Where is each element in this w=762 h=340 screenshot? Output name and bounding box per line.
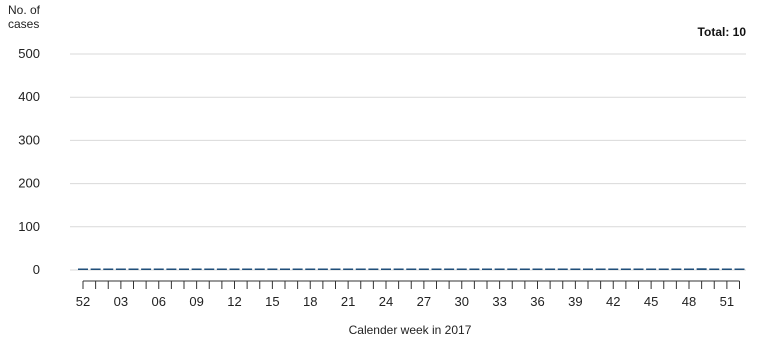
bar-week-27	[418, 268, 429, 270]
bar-week-39	[570, 268, 581, 270]
bar-week-33	[494, 268, 505, 270]
bar-week-24	[381, 268, 391, 270]
bar-week-02	[103, 268, 114, 270]
bar-week-23	[368, 268, 379, 270]
bar-week-44	[633, 268, 644, 270]
bar-week-29	[444, 268, 455, 270]
bar-week-31	[469, 268, 480, 270]
bar-week-18	[305, 268, 316, 270]
bar-week-05	[141, 268, 152, 270]
bar-week-35	[519, 268, 530, 270]
bar-week-34	[507, 268, 518, 270]
bar-week-06	[153, 268, 164, 270]
x-tick-label: 03	[114, 294, 128, 309]
bar-week-20	[330, 268, 341, 270]
bar-week-28	[431, 268, 442, 270]
bar-week-08	[179, 268, 189, 270]
bar-week-42	[608, 268, 619, 270]
bar-week-48	[684, 268, 694, 270]
total-label: Total: 10	[698, 25, 747, 39]
bar-week-38	[557, 268, 568, 270]
y-axis-title-line-2: cases	[8, 17, 39, 31]
bar-week-19	[317, 268, 328, 270]
bar-week-51	[721, 268, 732, 270]
bar-week-50	[709, 268, 720, 270]
bar-week-43	[620, 268, 631, 270]
bar-week-52	[78, 268, 88, 270]
x-tick-label: 51	[720, 294, 734, 309]
bar-week-37	[545, 268, 556, 270]
bar-week-13	[242, 268, 253, 270]
bar-week-16	[280, 268, 290, 270]
bar-week-41	[595, 268, 606, 270]
bar-week-46	[658, 268, 669, 270]
x-tick-label: 21	[341, 294, 355, 309]
bar-week-15	[267, 268, 278, 270]
y-tick-label: 200	[18, 176, 40, 191]
bar-week-11	[216, 268, 227, 270]
y-tick-label: 400	[18, 89, 40, 104]
bar-week-14	[254, 268, 265, 270]
bar-week-03	[115, 268, 126, 270]
x-tick-label: 30	[455, 294, 469, 309]
x-tick-label: 36	[530, 294, 544, 309]
bar-week-09	[191, 268, 202, 270]
bar-week-22	[355, 268, 366, 270]
y-tick-label: 100	[18, 219, 40, 234]
x-tick-label: 18	[303, 294, 317, 309]
bar-week-32	[482, 268, 492, 270]
bar-week-21	[343, 268, 354, 270]
x-axis-title: Calender week in 2017	[349, 323, 472, 337]
x-tick-label: 39	[568, 294, 582, 309]
bar-week-17	[292, 268, 303, 270]
bar-week-04	[128, 268, 139, 270]
bar-week-40	[583, 268, 593, 270]
x-tick-label: 24	[379, 294, 393, 309]
x-tick-label: 52	[76, 294, 90, 309]
bar-week-26	[406, 268, 417, 270]
bar-week-47	[671, 268, 682, 270]
x-tick-label: 42	[606, 294, 620, 309]
bar-week-52	[734, 268, 745, 270]
x-tick-label: 45	[644, 294, 658, 309]
x-tick-label: 33	[492, 294, 506, 309]
y-tick-label: 0	[33, 262, 40, 277]
bar-week-45	[646, 268, 657, 270]
y-axis-title-line-1: No. of	[8, 3, 41, 17]
x-tick-label: 12	[227, 294, 241, 309]
x-tick-label: 27	[417, 294, 431, 309]
bars	[78, 268, 745, 270]
x-tick-label: 15	[265, 294, 279, 309]
y-tick-label: 500	[18, 46, 40, 61]
x-tick-label: 09	[189, 294, 203, 309]
bar-week-36	[532, 268, 543, 270]
bar-week-49	[696, 268, 707, 270]
bar-week-25	[393, 268, 404, 270]
bar-week-01	[90, 268, 101, 270]
y-tick-label: 300	[18, 132, 40, 147]
bar-week-07	[166, 268, 177, 270]
bar-week-30	[456, 268, 467, 270]
bar-week-10	[204, 268, 215, 270]
gridlines	[70, 53, 746, 271]
x-axis: 52 03 06 09 12 15 18 21 24 27 30 33 36 39 42 45 48 51	[76, 280, 740, 309]
bar-week-12	[229, 268, 240, 270]
x-tick-label: 48	[682, 294, 696, 309]
x-tick-label: 06	[152, 294, 166, 309]
y-tick-labels: 0 100 200 300 400 500	[18, 46, 40, 277]
